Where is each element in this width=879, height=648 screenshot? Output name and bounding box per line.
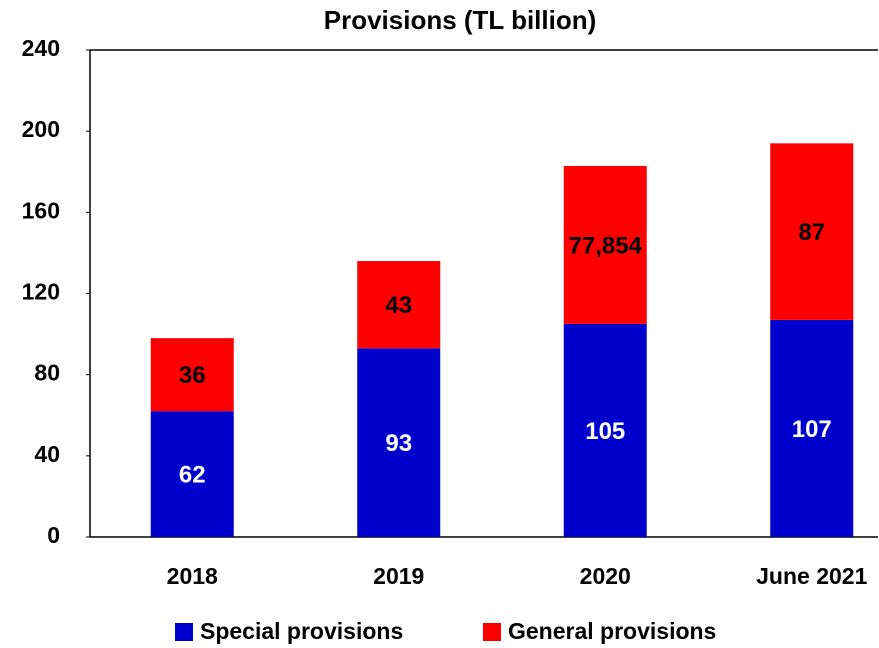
bar-segment (150, 411, 234, 537)
chart-title: Provisions (TL billion) (324, 5, 597, 35)
legend-label: Special provisions (200, 618, 403, 644)
data-label: 105 (585, 418, 625, 445)
bar-segment (770, 319, 854, 537)
legend-swatch (483, 623, 501, 641)
data-label: 62 (179, 461, 206, 488)
bar-segment (150, 338, 234, 412)
y-tick-label: 160 (22, 197, 60, 223)
data-label: 43 (385, 292, 412, 319)
data-label: 36 (179, 362, 206, 389)
y-tick-label: 120 (22, 279, 60, 305)
data-label: 107 (792, 416, 832, 443)
x-tick-label: 2020 (580, 563, 631, 589)
bar-segment (563, 323, 647, 537)
data-label: 77,854 (569, 232, 643, 259)
legend-label: General provisions (508, 618, 716, 644)
bar-segment (357, 348, 441, 537)
bar-segment (563, 165, 647, 324)
legend-swatch (175, 623, 193, 641)
y-tick-label: 40 (34, 441, 60, 467)
x-tick-label: June 2021 (756, 563, 867, 589)
y-tick-label: 0 (47, 522, 60, 548)
data-label: 93 (385, 430, 412, 457)
y-tick-label: 200 (22, 116, 60, 142)
bar-segment (770, 143, 854, 320)
x-tick-label: 2018 (167, 563, 218, 589)
y-tick-label: 80 (34, 360, 60, 386)
data-label: 87 (798, 219, 825, 246)
y-tick-label: 240 (22, 35, 60, 61)
x-tick-label: 2019 (373, 563, 424, 589)
bar-segment (357, 261, 441, 349)
